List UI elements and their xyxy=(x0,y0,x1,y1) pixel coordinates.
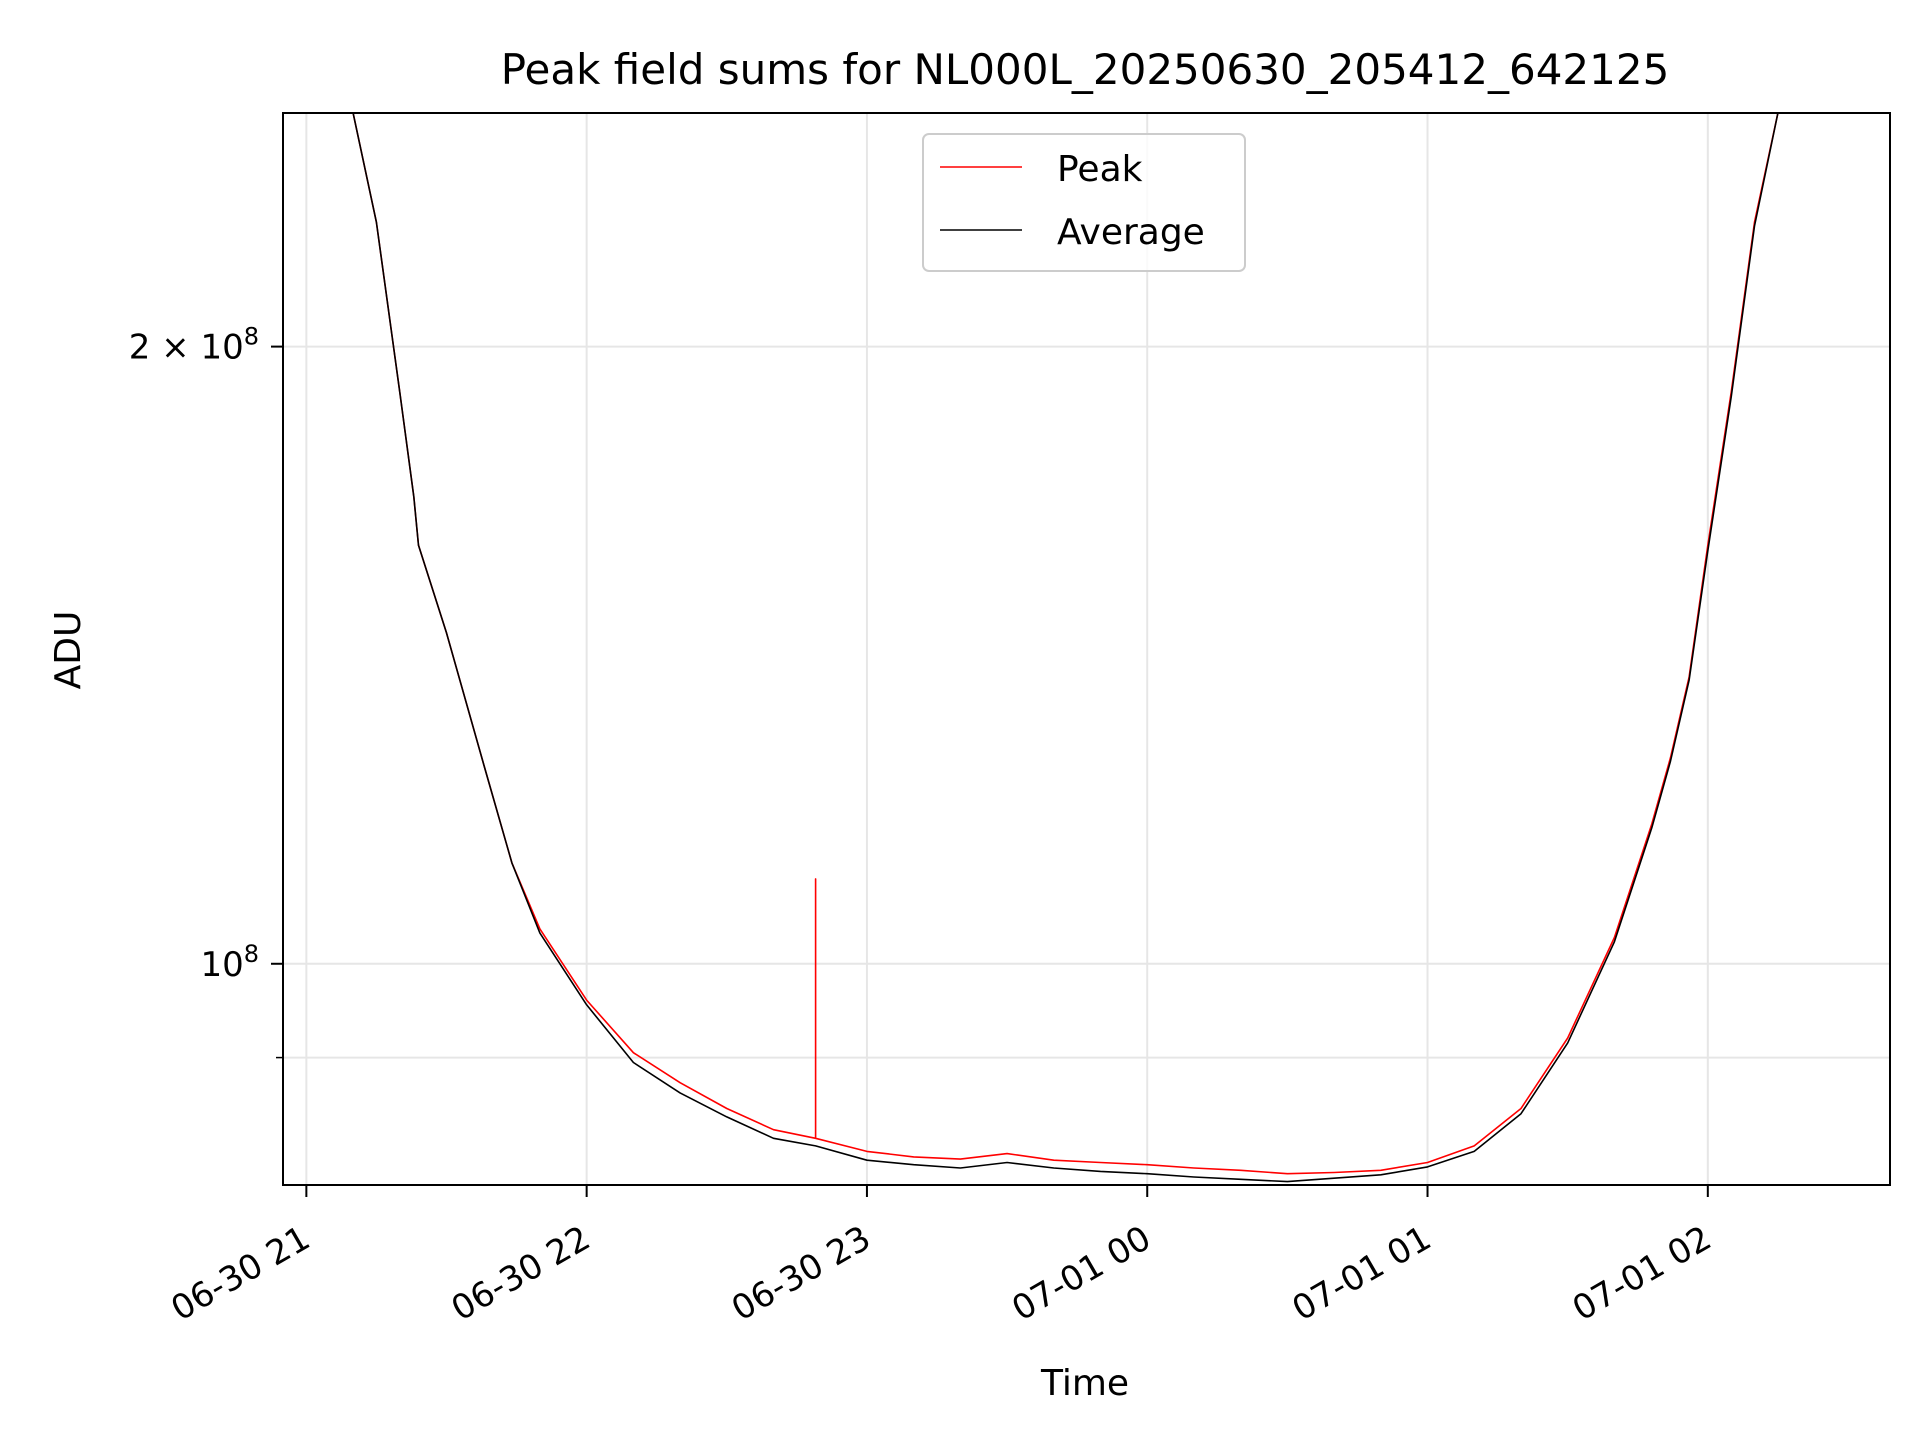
legend-label-average: Average xyxy=(1057,212,1205,253)
y-tick-label-base: 2 × 10 xyxy=(129,328,244,368)
plot-frame xyxy=(282,112,1891,1186)
series-line-average xyxy=(352,113,1779,1183)
y-tick-label-exponent: 8 xyxy=(244,940,259,968)
plot-lines xyxy=(352,113,1779,1183)
y-tick-label: 108 xyxy=(200,940,259,985)
grid xyxy=(283,113,1890,1185)
chart-title: Peak field sums for NL000L_20250630_2054… xyxy=(501,45,1670,94)
legend-box xyxy=(922,133,1246,272)
y-axis-label: ADU xyxy=(48,611,89,690)
y-tick-label-exponent: 8 xyxy=(244,323,259,351)
legend: Peak Average xyxy=(922,133,1246,272)
x-axis-label: Time xyxy=(1040,1363,1129,1404)
y-tick-label-base: 10 xyxy=(200,945,243,985)
y-tick-label: 2 × 108 xyxy=(129,323,259,368)
legend-label-peak: Peak xyxy=(1057,149,1143,190)
